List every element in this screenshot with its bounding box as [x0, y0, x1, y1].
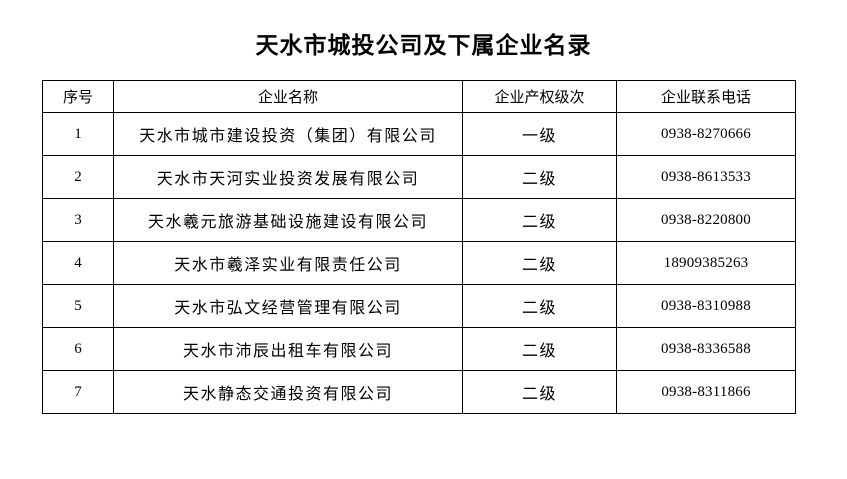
- cell-index: 1: [42, 112, 114, 156]
- cell-company-name: 天水市弘文经营管理有限公司: [113, 284, 463, 328]
- cell-ownership-level: 二级: [462, 327, 617, 371]
- cell-ownership-level: 二级: [462, 284, 617, 328]
- cell-ownership-level: 二级: [462, 198, 617, 242]
- cell-index: 7: [42, 370, 114, 414]
- cell-ownership-level: 一级: [462, 112, 617, 156]
- table-row: 5 天水市弘文经营管理有限公司 二级 0938-8310988: [42, 284, 796, 328]
- cell-phone: 0938-8311866: [616, 370, 796, 414]
- column-header-index: 序号: [42, 80, 114, 113]
- table-row: 6 天水市沛辰出租车有限公司 二级 0938-8336588: [42, 327, 796, 371]
- table-row: 1 天水市城市建设投资（集团）有限公司 一级 0938-8270666: [42, 112, 796, 156]
- cell-ownership-level: 二级: [462, 241, 617, 285]
- table-header-row: 序号 企业名称 企业产权级次 企业联系电话: [42, 80, 796, 113]
- cell-ownership-level: 二级: [462, 370, 617, 414]
- page-title: 天水市城投公司及下属企业名录: [255, 33, 592, 58]
- column-header-level: 企业产权级次: [462, 80, 617, 113]
- cell-company-name: 天水市城市建设投资（集团）有限公司: [113, 112, 463, 156]
- column-header-phone: 企业联系电话: [616, 80, 796, 113]
- table-row: 3 天水羲元旅游基础设施建设有限公司 二级 0938-8220800: [42, 198, 796, 242]
- cell-index: 6: [42, 327, 114, 371]
- table-row: 7 天水静态交通投资有限公司 二级 0938-8311866: [42, 370, 796, 414]
- cell-phone: 18909385263: [616, 241, 796, 285]
- table-row: 4 天水市羲泽实业有限责任公司 二级 18909385263: [42, 241, 796, 285]
- cell-index: 3: [42, 198, 114, 242]
- column-header-name: 企业名称: [113, 80, 463, 113]
- cell-company-name: 天水市天河实业投资发展有限公司: [113, 155, 463, 199]
- cell-company-name: 天水羲元旅游基础设施建设有限公司: [113, 198, 463, 242]
- cell-index: 5: [42, 284, 114, 328]
- table-row: 2 天水市天河实业投资发展有限公司 二级 0938-8613533: [42, 155, 796, 199]
- cell-phone: 0938-8336588: [616, 327, 796, 371]
- cell-phone: 0938-8220800: [616, 198, 796, 242]
- cell-company-name: 天水市羲泽实业有限责任公司: [113, 241, 463, 285]
- cell-company-name: 天水市沛辰出租车有限公司: [113, 327, 463, 371]
- cell-index: 2: [42, 155, 114, 199]
- cell-phone: 0938-8613533: [616, 155, 796, 199]
- company-directory-table: 序号 企业名称 企业产权级次 企业联系电话 1 天水市城市建设投资（集团）有限公…: [42, 80, 796, 414]
- cell-phone: 0938-8270666: [616, 112, 796, 156]
- cell-phone: 0938-8310988: [616, 284, 796, 328]
- cell-ownership-level: 二级: [462, 155, 617, 199]
- cell-index: 4: [42, 241, 114, 285]
- cell-company-name: 天水静态交通投资有限公司: [113, 370, 463, 414]
